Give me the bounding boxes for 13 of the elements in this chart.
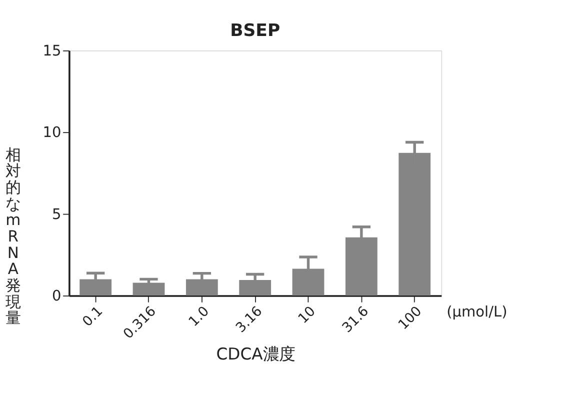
x-axis-title: CDCA濃度: [216, 344, 295, 364]
y-tick-label: 0: [52, 288, 62, 305]
x-tick-label: 100: [395, 303, 426, 334]
x-tick-label: 0.1: [79, 303, 106, 330]
text: 相対的なmRNA発現量: [6, 146, 21, 328]
x-tick-label: 1.0: [186, 303, 212, 330]
text: (μmol/L): [446, 304, 508, 320]
bar: [132, 282, 165, 296]
y-tick-label: 10: [42, 125, 62, 142]
y-tick-label: 5: [52, 206, 62, 223]
x-tick-label: 10: [295, 303, 319, 327]
chart-title: BSEP: [230, 20, 280, 41]
y-tick-label: 15: [42, 43, 62, 60]
